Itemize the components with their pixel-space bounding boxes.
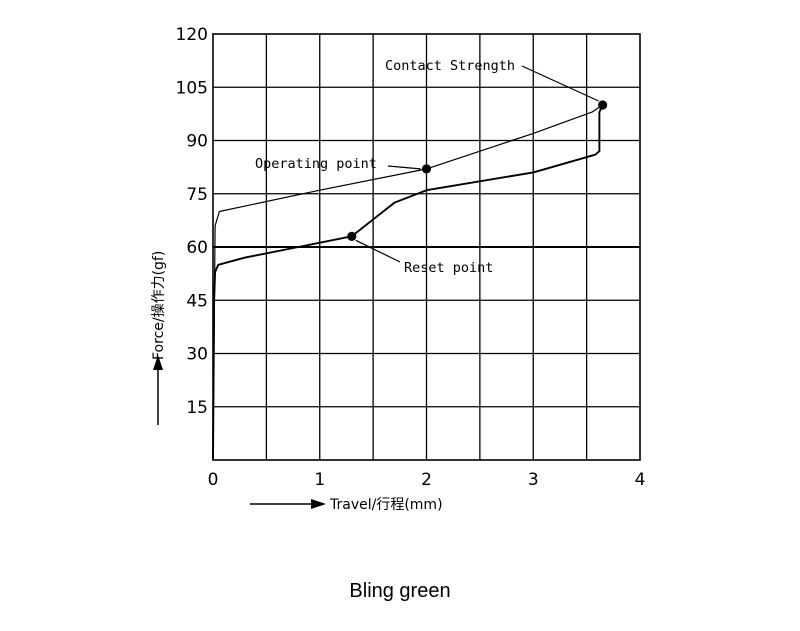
y-tick-label: 60 xyxy=(186,238,208,258)
x-tick-label: 3 xyxy=(528,470,539,490)
y-tick-label: 90 xyxy=(186,132,208,152)
operating-point-leader-line xyxy=(387,165,421,170)
y-tick-label: 105 xyxy=(176,78,208,98)
y-tick-label: 75 xyxy=(186,185,208,205)
x-axis-label: Travel/行程(mm) xyxy=(329,497,443,513)
x-tick-label: 0 xyxy=(208,470,219,490)
release-curve xyxy=(212,104,604,461)
x-tick-label: 4 xyxy=(635,470,646,490)
y-tick-label: 45 xyxy=(186,291,208,311)
x-tick-label: 1 xyxy=(314,470,325,490)
x-axis-arrowhead xyxy=(311,499,326,509)
chart-grid xyxy=(213,34,640,460)
y-axis-label: Force/操作力(gf) xyxy=(151,251,167,360)
contact-strength-marker xyxy=(598,100,608,110)
y-tick-label: 15 xyxy=(186,398,208,418)
contact-strength-label: Contact Strength xyxy=(385,58,515,74)
plot-frame xyxy=(212,33,641,461)
y-axis-arrowhead xyxy=(153,355,163,370)
product-caption: Bling green xyxy=(349,580,451,602)
press-curve xyxy=(212,104,603,461)
tick-labels: 15 30 45 60 75 90 105 120 0 1 2 3 4 xyxy=(176,25,646,490)
force-travel-chart: 15 30 45 60 75 90 105 120 0 1 2 3 4 Contact Strength… xyxy=(151,25,646,513)
x-tick-label: 2 xyxy=(421,470,432,490)
reset-point-leader-line xyxy=(355,239,401,263)
x-axis-label-group: Travel/行程(mm) xyxy=(250,497,443,513)
y-tick-label: 120 xyxy=(176,25,208,45)
operating-point-label: Operating point xyxy=(255,156,377,172)
plot-border xyxy=(212,33,641,461)
contact-strength-leader-line xyxy=(521,65,599,102)
y-tick-label: 30 xyxy=(186,345,208,365)
annotations: Contact Strength Operating point Reset poi… xyxy=(255,58,608,276)
reset-point-marker xyxy=(347,231,357,241)
operating-point-marker xyxy=(421,164,432,174)
reset-point-label: Reset point xyxy=(404,260,493,276)
force-curves xyxy=(212,104,604,461)
y-axis-label-group: Force/操作力(gf) xyxy=(151,251,167,425)
